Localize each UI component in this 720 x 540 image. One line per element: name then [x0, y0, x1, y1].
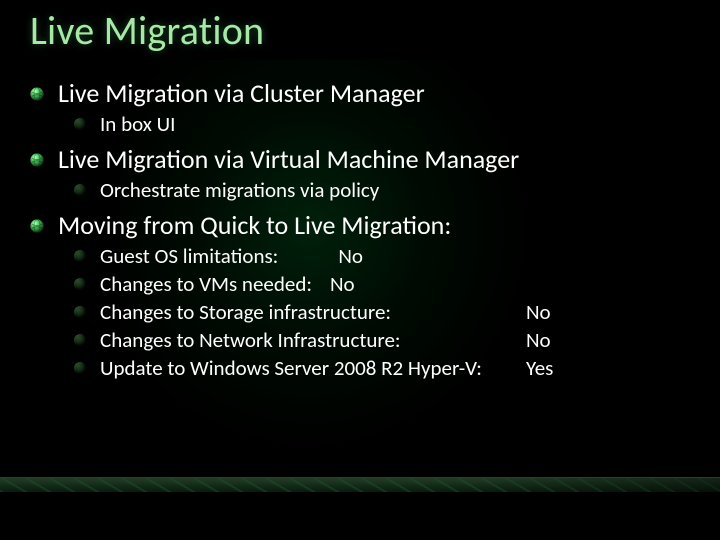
row-value: No — [330, 271, 355, 297]
bullet-text: In box UI — [100, 111, 175, 137]
dot-icon — [74, 306, 86, 318]
row-value: No — [338, 243, 363, 269]
list-item: Update to Windows Server 2008 R2 Hyper-V… — [74, 355, 690, 381]
dot-icon — [74, 278, 86, 290]
list-item: Guest OS limitations: No — [74, 243, 690, 269]
row-value: No — [526, 299, 551, 325]
bullet-level1: Live Migration via Cluster Manager — [30, 77, 690, 109]
row-label: Changes to Storage infrastructure: — [100, 299, 526, 325]
row-label: Changes to VMs needed: — [100, 271, 312, 297]
row-label: Update to Windows Server 2008 R2 Hyper-V… — [100, 355, 526, 381]
bullet-text: Live Migration via Virtual Machine Manag… — [58, 143, 519, 175]
bullet-text: Moving from Quick to Live Migration: — [58, 209, 451, 241]
dot-icon — [74, 362, 86, 374]
slide-title: Live Migration — [30, 6, 690, 55]
bullet-text: Live Migration via Cluster Manager — [58, 77, 425, 109]
list-item: Changes to Storage infrastructure: No — [74, 299, 690, 325]
list-item: Changes to Network Infrastructure: No — [74, 327, 690, 353]
dot-icon — [74, 184, 86, 196]
bullet-text: Orchestrate migrations via policy — [100, 177, 379, 203]
slide: Live Migration Live Migration via Cluste… — [0, 0, 720, 540]
sphere-icon — [30, 87, 44, 101]
bullet-level1: Moving from Quick to Live Migration: — [30, 209, 690, 241]
bullet-level2: In box UI — [74, 111, 690, 137]
dot-icon — [74, 334, 86, 346]
row-value: Yes — [526, 355, 553, 381]
dot-icon — [74, 250, 86, 262]
dot-icon — [74, 118, 86, 130]
list-item: Changes to VMs needed: No — [74, 271, 690, 297]
row-value: No — [526, 327, 551, 353]
bullet-level2: Orchestrate migrations via policy — [74, 177, 690, 203]
row-label: Changes to Network Infrastructure: — [100, 327, 526, 353]
bullet-level1: Live Migration via Virtual Machine Manag… — [30, 143, 690, 175]
sphere-icon — [30, 153, 44, 167]
sphere-icon — [30, 219, 44, 233]
row-label: Guest OS limitations: — [100, 243, 278, 269]
